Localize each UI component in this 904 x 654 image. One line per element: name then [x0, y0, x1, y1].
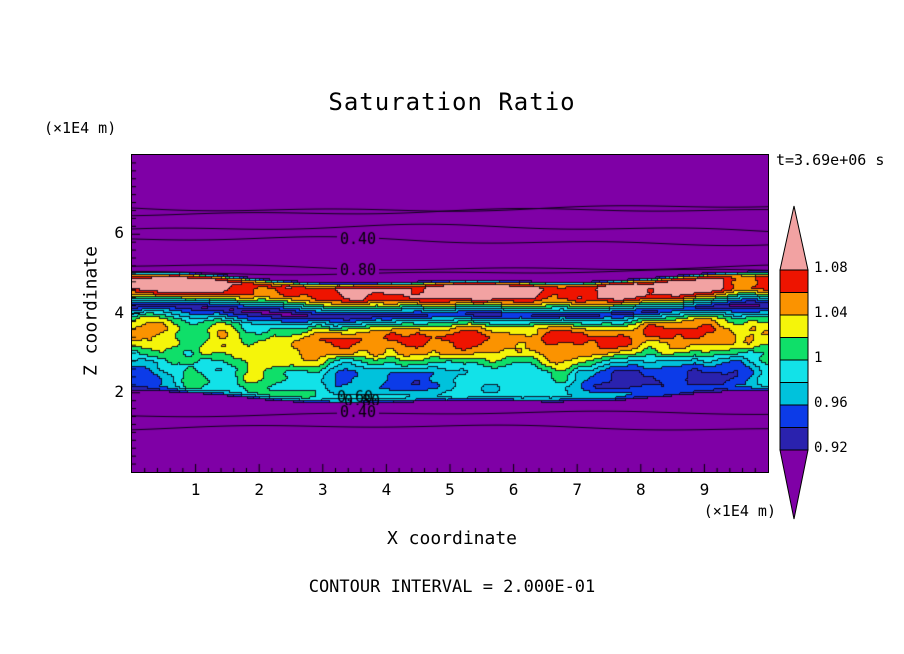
colorbar-box [779, 359, 809, 383]
colorbar-label: 1.08 [814, 260, 848, 276]
x-axis-unit: (×1E4 m) [703, 502, 776, 520]
colorbar-box [779, 382, 809, 406]
y-tick-label: 6 [114, 223, 124, 243]
y-axis-unit: (×1E4 m) [44, 119, 117, 137]
colorbar [779, 205, 809, 520]
x-tick-label: 2 [254, 480, 265, 499]
x-tick-label: 1 [190, 480, 201, 499]
contour-interval-note: CONTOUR INTERVAL = 2.000E-01 [308, 577, 596, 597]
colorbar-label: 1 [814, 350, 823, 366]
colorbar-box [779, 269, 809, 293]
x-tick-label: 8 [635, 480, 646, 499]
colorbar-above-arrow [779, 205, 809, 271]
colorbar-box [779, 427, 809, 451]
colorbar-below-arrow [779, 449, 809, 520]
time-label: t=3.69e+06 s [776, 151, 885, 169]
y-tick-label: 2 [114, 381, 124, 401]
x-axis-label: X coordinate [386, 528, 518, 549]
x-tick-label: 9 [699, 480, 710, 499]
colorbar-box [779, 292, 809, 316]
colorbar-label: 0.96 [814, 395, 848, 411]
colorbar-label: 1.04 [814, 305, 848, 321]
plot-title: Saturation Ratio [328, 88, 576, 116]
contour-field-canvas [132, 155, 768, 472]
x-tick-label: 3 [317, 480, 328, 499]
y-tick-label: 4 [114, 302, 124, 322]
colorbar-box [779, 337, 809, 361]
x-tick-label: 4 [381, 480, 392, 499]
colorbar-box [779, 404, 809, 428]
contour-plot [131, 154, 769, 473]
colorbar-label: 0.92 [814, 440, 848, 456]
x-tick-label: 6 [508, 480, 519, 499]
x-tick-label: 7 [572, 480, 583, 499]
colorbar-box [779, 314, 809, 338]
x-tick-label: 5 [445, 480, 455, 499]
